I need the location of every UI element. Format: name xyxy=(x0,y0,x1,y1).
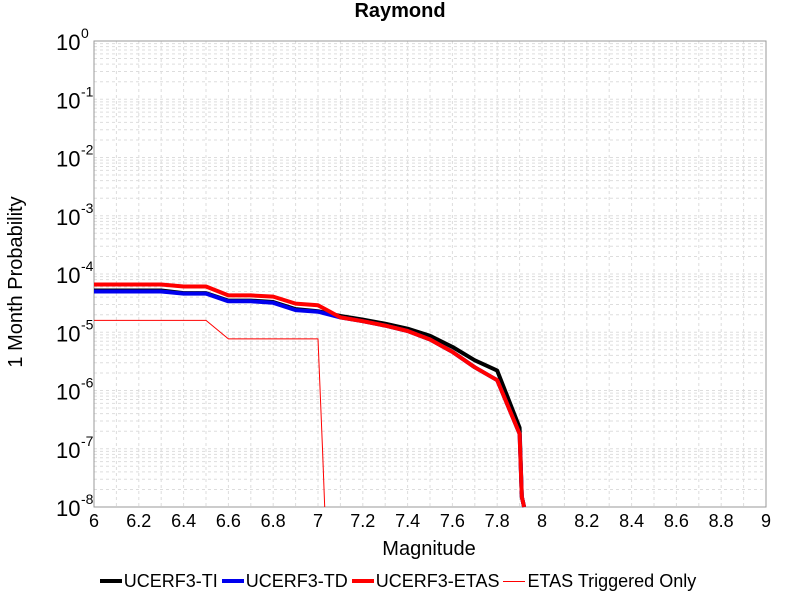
y-tick-exponent: -3 xyxy=(81,200,94,216)
x-tick-label: 8.4 xyxy=(619,511,644,531)
x-tick-label: 6 xyxy=(89,511,99,531)
legend-item: UCERF3-TI xyxy=(99,570,218,592)
x-tick-label: 8 xyxy=(537,511,547,531)
chart-title: Raymond xyxy=(354,0,445,22)
grid xyxy=(93,41,767,508)
y-tick-exponent: -2 xyxy=(81,142,94,158)
legend-label: UCERF3-TI xyxy=(123,570,218,591)
y-tick-label: 10 xyxy=(56,30,80,55)
legend-label: UCERF3-ETAS xyxy=(375,570,500,591)
y-tick-label: 10 xyxy=(56,438,80,463)
legend-label: UCERF3-TD xyxy=(245,570,348,591)
x-tick-label: 8.8 xyxy=(709,511,734,531)
x-tick-label: 7.4 xyxy=(395,511,420,531)
legend: UCERF3-TI UCERF3-TD UCERF3-ETAS ETAS Trigge… xyxy=(0,567,800,595)
x-tick-label: 6.2 xyxy=(126,511,151,531)
x-tick-label: 6.8 xyxy=(261,511,286,531)
y-axis-label: 1 Month Probability xyxy=(5,196,27,367)
x-tick-label: 7.2 xyxy=(350,511,375,531)
y-tick-label: 10 xyxy=(56,321,80,346)
y-tick-exponent: -1 xyxy=(81,83,94,99)
y-tick-exponent: -4 xyxy=(81,258,94,274)
y-tick-label: 10 xyxy=(56,496,80,521)
x-tick-label: 7 xyxy=(313,511,323,531)
x-tick-label: 9 xyxy=(761,511,771,531)
legend-swatch xyxy=(99,579,122,583)
chart: Raymond 6 6.2 6.4 6.6 6.8 7 7.2 7.4 7.6 7.8 8 8.2 8.… xyxy=(5,0,771,560)
legend-swatch xyxy=(503,580,526,582)
legend-item: UCERF3-TD xyxy=(221,570,348,592)
x-tick-label: 6.6 xyxy=(216,511,241,531)
x-tick-label: 7.8 xyxy=(485,511,510,531)
y-tick-exponent: -6 xyxy=(81,375,94,391)
x-tick-labels: 6 6.2 6.4 6.6 6.8 7 7.2 7.4 7.6 7.8 8 8.2 8.4 8.6 8.8 9 xyxy=(89,511,771,531)
legend-label: ETAS Triggered Only xyxy=(527,570,697,591)
y-tick-label: 10 xyxy=(56,380,80,405)
y-tick-label: 10 xyxy=(56,205,80,230)
y-tick-exponent: -8 xyxy=(81,491,94,507)
series-line-ucerf3-td xyxy=(94,289,527,508)
series-line-etas-triggered-only xyxy=(94,319,326,508)
y-tick-exponent: 0 xyxy=(81,25,89,41)
series-line-ucerf3-ti xyxy=(94,288,527,508)
y-tick-label: 10 xyxy=(56,147,80,172)
series-line-ucerf3-etas xyxy=(94,282,527,508)
y-tick-label: 10 xyxy=(56,263,80,288)
legend-swatch xyxy=(221,579,244,583)
legend-swatch xyxy=(351,579,374,583)
x-tick-label: 8.2 xyxy=(574,511,599,531)
series-layer xyxy=(94,282,527,508)
legend-item: UCERF3-ETAS xyxy=(351,570,500,592)
x-tick-label: 6.4 xyxy=(171,511,196,531)
y-tick-label: 10 xyxy=(56,88,80,113)
x-tick-label: 8.6 xyxy=(664,511,689,531)
y-tick-exponent: -5 xyxy=(81,316,94,332)
legend-item: ETAS Triggered Only xyxy=(503,571,696,592)
plot-frame xyxy=(93,40,767,508)
x-tick-label: 7.6 xyxy=(440,511,465,531)
y-tick-exponent: -7 xyxy=(81,433,94,449)
x-axis-label: Magnitude xyxy=(382,538,475,560)
